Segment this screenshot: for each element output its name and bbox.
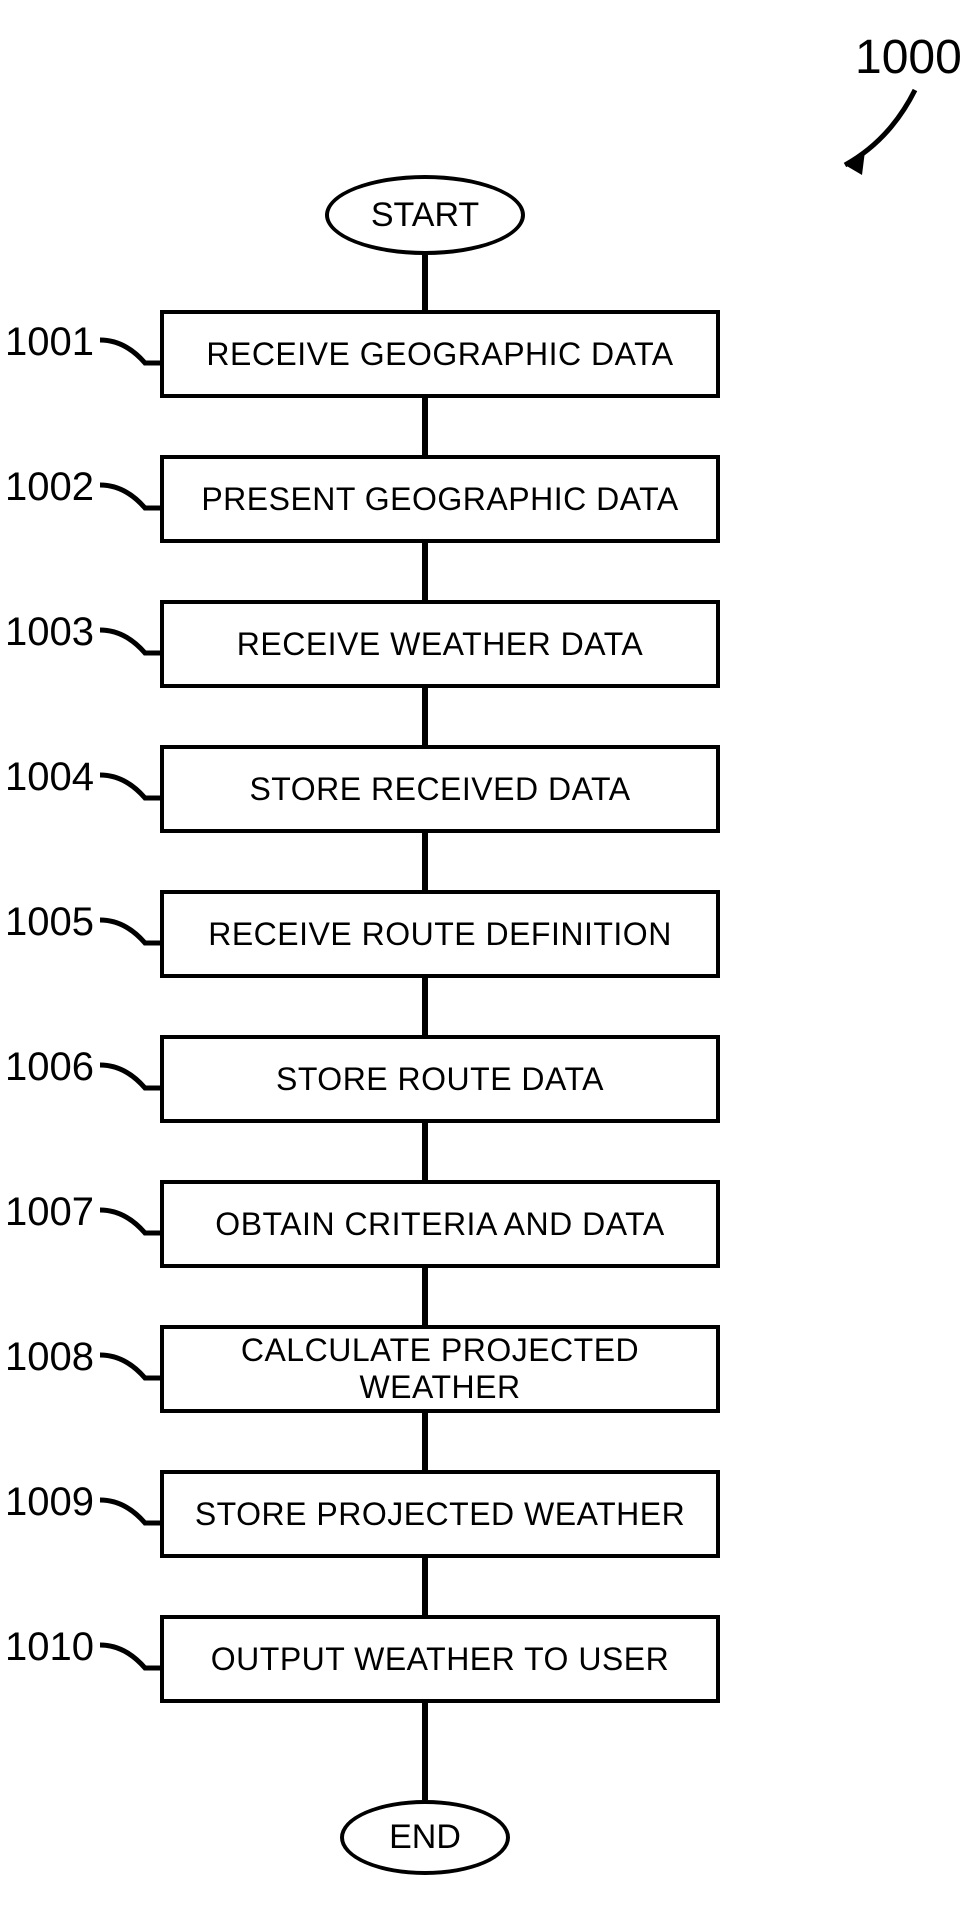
step-box-1007: OBTAIN CRITERIA AND DATA: [160, 1180, 720, 1268]
lead-line: [100, 915, 160, 950]
step-box-1004: STORE RECEIVED DATA: [160, 745, 720, 833]
step-reference-1008: 1008: [5, 1335, 94, 1380]
connector: [422, 543, 428, 600]
step-text: RECEIVE ROUTE DEFINITION: [208, 916, 672, 953]
connector: [422, 1703, 428, 1800]
connector: [422, 833, 428, 890]
connector: [422, 398, 428, 455]
lead-line: [100, 625, 160, 660]
step-reference-1001: 1001: [5, 320, 94, 365]
step-reference-1007: 1007: [5, 1190, 94, 1235]
connector: [422, 1558, 428, 1615]
lead-line: [100, 1350, 160, 1385]
lead-line: [100, 480, 160, 515]
start-label: START: [371, 196, 479, 235]
step-box-1005: RECEIVE ROUTE DEFINITION: [160, 890, 720, 978]
connector: [422, 688, 428, 745]
connector: [422, 1123, 428, 1180]
flowchart-canvas: 1000 START 1001 RECEIVE GEOGRAPHIC DATA …: [0, 0, 973, 1917]
step-box-1002: PRESENT GEOGRAPHIC DATA: [160, 455, 720, 543]
step-box-1008: CALCULATE PROJECTED WEATHER: [160, 1325, 720, 1413]
step-text: STORE PROJECTED WEATHER: [195, 1496, 685, 1533]
step-text: STORE RECEIVED DATA: [249, 771, 630, 808]
lead-line: [100, 1060, 160, 1095]
end-terminal: END: [340, 1800, 510, 1875]
step-text: RECEIVE WEATHER DATA: [237, 626, 643, 663]
end-label: END: [389, 1818, 461, 1857]
figure-reference-arrow: [820, 85, 930, 195]
lead-line: [100, 770, 160, 805]
step-text: PRESENT GEOGRAPHIC DATA: [201, 481, 678, 518]
lead-line: [100, 335, 160, 370]
step-text: STORE ROUTE DATA: [276, 1061, 604, 1098]
lead-line: [100, 1640, 160, 1675]
step-reference-1009: 1009: [5, 1480, 94, 1525]
step-box-1010: OUTPUT WEATHER TO USER: [160, 1615, 720, 1703]
connector: [422, 255, 428, 310]
step-reference-1003: 1003: [5, 610, 94, 655]
start-terminal: START: [325, 175, 525, 255]
connector: [422, 1268, 428, 1325]
step-reference-1010: 1010: [5, 1625, 94, 1670]
figure-reference-label: 1000: [855, 30, 962, 85]
connector: [422, 1413, 428, 1470]
step-box-1003: RECEIVE WEATHER DATA: [160, 600, 720, 688]
lead-line: [100, 1205, 160, 1240]
step-box-1006: STORE ROUTE DATA: [160, 1035, 720, 1123]
step-reference-1006: 1006: [5, 1045, 94, 1090]
step-text: OBTAIN CRITERIA AND DATA: [215, 1206, 664, 1243]
step-text: RECEIVE GEOGRAPHIC DATA: [206, 336, 673, 373]
step-text: OUTPUT WEATHER TO USER: [211, 1641, 669, 1678]
step-reference-1004: 1004: [5, 755, 94, 800]
step-reference-1005: 1005: [5, 900, 94, 945]
step-box-1009: STORE PROJECTED WEATHER: [160, 1470, 720, 1558]
step-box-1001: RECEIVE GEOGRAPHIC DATA: [160, 310, 720, 398]
connector: [422, 978, 428, 1035]
step-reference-1002: 1002: [5, 465, 94, 510]
step-text: CALCULATE PROJECTED WEATHER: [164, 1332, 716, 1406]
lead-line: [100, 1495, 160, 1530]
